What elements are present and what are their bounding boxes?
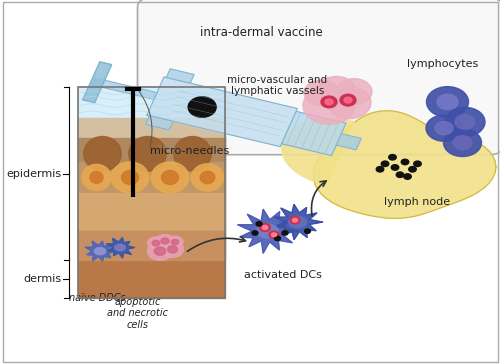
Ellipse shape <box>129 136 166 171</box>
Ellipse shape <box>288 216 306 228</box>
Ellipse shape <box>84 136 122 171</box>
Text: epidermis: epidermis <box>6 169 61 179</box>
Ellipse shape <box>174 136 211 171</box>
Circle shape <box>444 129 482 157</box>
Circle shape <box>148 242 172 260</box>
Ellipse shape <box>111 162 149 193</box>
Circle shape <box>304 80 339 106</box>
Bar <box>78 87 225 298</box>
Circle shape <box>445 107 485 136</box>
Text: activated DCs: activated DCs <box>244 270 322 280</box>
Circle shape <box>272 233 276 237</box>
Circle shape <box>344 97 352 103</box>
Circle shape <box>336 79 372 105</box>
Circle shape <box>290 217 300 224</box>
Ellipse shape <box>192 164 224 191</box>
Circle shape <box>435 122 453 135</box>
Polygon shape <box>147 77 298 147</box>
Circle shape <box>274 236 280 241</box>
Bar <box>78 87 225 118</box>
Polygon shape <box>146 116 173 130</box>
Circle shape <box>426 87 469 117</box>
Polygon shape <box>274 204 323 240</box>
Bar <box>78 193 225 231</box>
Circle shape <box>404 174 411 179</box>
Text: lymph node: lymph node <box>384 197 450 207</box>
Circle shape <box>282 231 288 235</box>
Ellipse shape <box>256 224 278 238</box>
Ellipse shape <box>90 171 103 183</box>
Circle shape <box>154 247 166 255</box>
Ellipse shape <box>94 248 106 255</box>
Circle shape <box>376 166 384 172</box>
Polygon shape <box>83 62 112 103</box>
Ellipse shape <box>122 170 138 185</box>
Circle shape <box>188 97 216 117</box>
Circle shape <box>292 218 298 222</box>
Circle shape <box>382 161 389 166</box>
Polygon shape <box>336 134 361 150</box>
Polygon shape <box>106 237 134 258</box>
Circle shape <box>325 99 333 105</box>
Bar <box>78 231 225 260</box>
Circle shape <box>318 76 356 104</box>
Text: dermis: dermis <box>23 274 61 284</box>
Circle shape <box>269 231 279 238</box>
Circle shape <box>340 94 356 106</box>
Bar <box>78 87 225 298</box>
Circle shape <box>161 238 169 244</box>
Bar <box>78 162 225 193</box>
Ellipse shape <box>162 170 178 185</box>
Circle shape <box>401 159 409 165</box>
Text: micro-vascular and
lymphatic vassels: micro-vascular and lymphatic vassels <box>228 75 328 96</box>
Polygon shape <box>92 78 157 99</box>
Circle shape <box>426 115 462 141</box>
Circle shape <box>321 96 337 108</box>
Text: intra-dermal vaccine: intra-dermal vaccine <box>200 26 323 39</box>
Ellipse shape <box>115 244 125 251</box>
Circle shape <box>396 172 404 177</box>
Ellipse shape <box>151 162 188 193</box>
Circle shape <box>414 161 421 166</box>
Circle shape <box>260 223 270 232</box>
Text: micro-needles: micro-needles <box>150 146 229 156</box>
Ellipse shape <box>82 165 111 191</box>
Circle shape <box>437 94 458 110</box>
Circle shape <box>168 246 177 253</box>
Circle shape <box>152 240 160 246</box>
Text: lymphocytes: lymphocytes <box>407 59 478 69</box>
Circle shape <box>252 231 258 235</box>
Circle shape <box>455 115 475 129</box>
Bar <box>78 138 225 162</box>
Polygon shape <box>282 119 354 185</box>
Ellipse shape <box>200 171 215 183</box>
Polygon shape <box>282 111 346 155</box>
Bar <box>78 118 225 138</box>
Polygon shape <box>85 241 116 261</box>
FancyBboxPatch shape <box>138 0 500 155</box>
Circle shape <box>327 87 371 119</box>
Circle shape <box>303 87 355 124</box>
Circle shape <box>409 166 416 172</box>
Circle shape <box>389 154 396 160</box>
Circle shape <box>453 136 472 150</box>
Text: naïve DDCs: naïve DDCs <box>69 293 126 303</box>
Circle shape <box>262 225 268 230</box>
Circle shape <box>148 237 164 249</box>
Circle shape <box>304 229 310 233</box>
Text: apoptotic
and necrotic
cells: apoptotic and necrotic cells <box>107 297 168 330</box>
Circle shape <box>256 222 262 226</box>
Polygon shape <box>314 111 496 218</box>
Circle shape <box>162 241 184 257</box>
Circle shape <box>156 234 174 248</box>
Polygon shape <box>166 69 194 83</box>
Polygon shape <box>238 209 298 253</box>
Circle shape <box>391 165 399 170</box>
Circle shape <box>167 236 183 248</box>
Circle shape <box>172 240 178 245</box>
